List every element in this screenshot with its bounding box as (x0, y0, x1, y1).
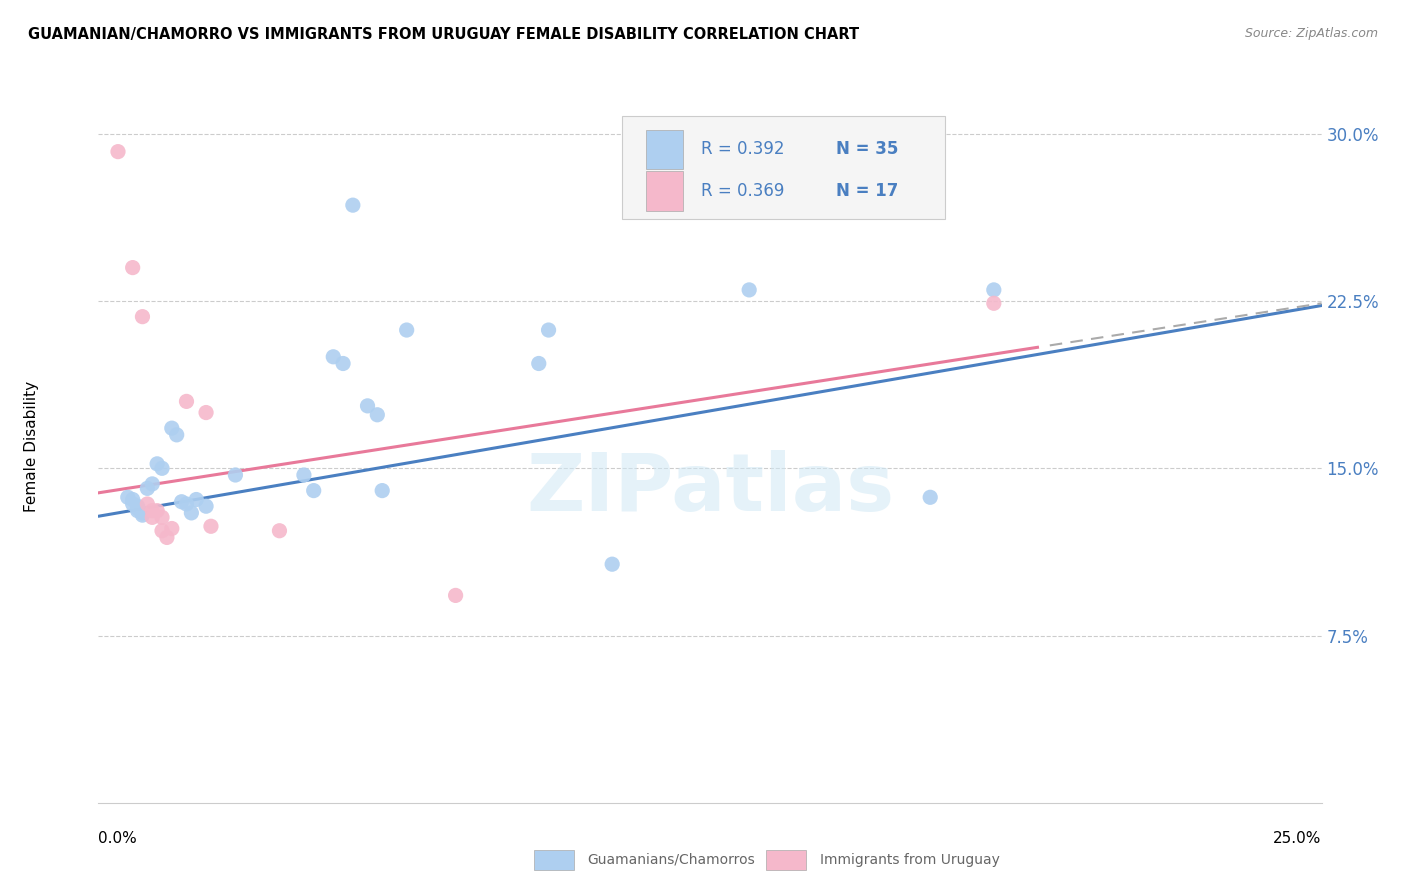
Point (342, 198, 364, 212)
Point (200, 519, 222, 533)
Point (160, 421, 183, 435)
Point (107, 145, 129, 159)
Point (302, 483, 325, 498)
Point (136, 497, 159, 511)
Point (150, 524, 173, 538)
Point (332, 356, 354, 371)
Point (146, 503, 169, 517)
Point (117, 490, 139, 504)
Point (292, 467, 315, 482)
Point (121, 492, 143, 507)
Point (150, 461, 173, 475)
Point (127, 500, 149, 514)
Point (131, 508, 153, 523)
Text: 0.0%: 0.0% (98, 831, 138, 847)
Point (527, 356, 550, 371)
Point (141, 510, 163, 524)
Point (136, 482, 159, 496)
Point (322, 350, 344, 364)
Point (371, 483, 394, 498)
Text: Immigrants from Uruguay: Immigrants from Uruguay (820, 853, 1000, 867)
Point (600, 557, 623, 572)
Point (156, 530, 179, 544)
Bar (647, 130, 683, 169)
Point (444, 589, 467, 603)
Point (127, 501, 149, 516)
FancyBboxPatch shape (621, 116, 945, 219)
Point (146, 457, 169, 471)
Point (127, 503, 149, 517)
Point (131, 506, 153, 520)
Text: Guamanians/Chamorros: Guamanians/Chamorros (588, 853, 755, 867)
Text: R = 0.392: R = 0.392 (702, 141, 785, 159)
Point (537, 323, 560, 337)
Bar (647, 171, 683, 211)
Point (141, 503, 163, 517)
Point (356, 399, 378, 413)
Point (121, 497, 143, 511)
Point (141, 476, 163, 491)
Text: GUAMANIAN/CHAMORRO VS IMMIGRANTS FROM URUGUAY FEMALE DISABILITY CORRELATION CHAR: GUAMANIAN/CHAMORRO VS IMMIGRANTS FROM UR… (28, 27, 859, 42)
Text: ZIPatlas: ZIPatlas (526, 450, 894, 528)
Text: N = 35: N = 35 (837, 141, 898, 159)
Point (160, 521, 183, 535)
Text: Source: ZipAtlas.com: Source: ZipAtlas.com (1244, 27, 1378, 40)
Point (150, 510, 173, 524)
Point (131, 310, 153, 324)
Point (195, 500, 218, 514)
Point (224, 467, 246, 482)
Point (983, 283, 1005, 297)
Text: Female Disability: Female Disability (24, 380, 38, 512)
Point (170, 494, 193, 508)
Point (920, 490, 942, 504)
Point (983, 296, 1005, 310)
Point (269, 524, 291, 538)
Point (180, 506, 202, 520)
Point (166, 427, 188, 442)
Point (176, 394, 198, 409)
Point (186, 492, 208, 507)
Point (121, 260, 143, 275)
Point (176, 497, 198, 511)
Text: N = 17: N = 17 (837, 182, 898, 200)
Point (738, 283, 761, 297)
Point (395, 323, 418, 337)
Point (366, 408, 388, 422)
Point (195, 405, 218, 420)
Text: R = 0.369: R = 0.369 (702, 182, 785, 200)
Text: 25.0%: 25.0% (1274, 831, 1322, 847)
